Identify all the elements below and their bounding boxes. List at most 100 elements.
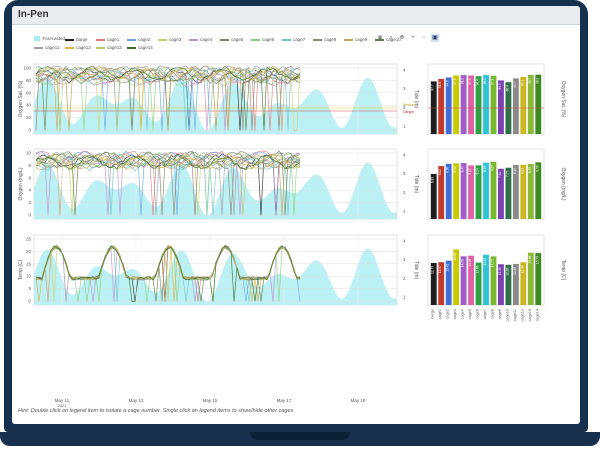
zoom-in-icon[interactable]: +	[411, 35, 415, 41]
legend-item-cage6[interactable]: cage6	[251, 36, 282, 44]
bar-cage1[interactable]	[438, 78, 445, 134]
bar-cage9[interactable]	[498, 264, 504, 305]
bar-cage9[interactable]	[498, 80, 504, 134]
bar-category-label: cage6	[476, 309, 480, 319]
bar-cage3[interactable]	[453, 249, 460, 305]
bar-cage14[interactable]	[535, 74, 542, 134]
legend-item-cage1[interactable]: cage1	[96, 36, 127, 44]
autoscale-icon[interactable]: ▣	[431, 34, 439, 42]
bar-cage4[interactable]	[460, 163, 467, 219]
bar-cage6[interactable]	[475, 165, 482, 219]
sensor-line	[35, 67, 301, 131]
bar-cage3[interactable]	[453, 163, 460, 219]
bar-value-label: 12.97	[438, 265, 442, 273]
tide-forecast-area	[34, 77, 397, 134]
bar-cage11[interactable]	[512, 78, 519, 134]
legend-label: cage10	[386, 37, 401, 43]
bar-cage10[interactable]	[505, 167, 512, 219]
bar-cage1[interactable]	[438, 166, 445, 219]
legend-item-cage7[interactable]: cage7	[282, 36, 313, 44]
camera-icon[interactable]: ◙	[378, 35, 382, 41]
tide-tick-label: 4	[403, 68, 406, 73]
y-tick-label: 4	[28, 188, 31, 193]
zoom-icon[interactable]: ⌕	[389, 35, 393, 41]
tide-tick-label: 1	[403, 209, 406, 214]
bar-value-label: 8.14	[476, 168, 480, 174]
bar-barge[interactable]	[430, 173, 437, 219]
bar-cage10[interactable]	[505, 264, 512, 305]
bar-cage7[interactable]	[483, 162, 489, 219]
bar-value-label: 8.21	[520, 168, 524, 174]
bar-cage5[interactable]	[468, 165, 474, 219]
bar-cage11[interactable]	[512, 164, 519, 219]
legend-item-cage11[interactable]: cage11	[34, 44, 65, 52]
legend-swatch	[127, 39, 136, 41]
y-tick-label: 15	[26, 261, 32, 266]
legend-item-barge[interactable]: barge	[65, 36, 96, 44]
bar-barge[interactable]	[430, 262, 437, 305]
bar-cage14[interactable]	[535, 162, 542, 219]
bar-value-label: 12.35	[498, 267, 502, 275]
bar-cage7[interactable]	[483, 254, 489, 305]
hint-text: Hint: Double click on legend item to iso…	[18, 408, 295, 414]
legend-item-cage3[interactable]: cage3	[158, 36, 189, 44]
legend-item-cage12[interactable]: cage12	[65, 44, 96, 52]
threshold-label-danger: Danger	[403, 110, 415, 114]
bar-value-label: 15.86	[528, 255, 532, 263]
bar-category-label: cage7	[483, 309, 487, 319]
bar-cage4[interactable]	[460, 256, 467, 305]
pan-icon[interactable]: ✥	[399, 35, 405, 41]
bar-cage12[interactable]	[520, 76, 527, 134]
bar-category-label: cage2	[446, 309, 450, 319]
sensor-line	[35, 65, 301, 131]
bar-cage6[interactable]	[475, 76, 482, 134]
sensor-line	[35, 71, 301, 131]
bar-cage5[interactable]	[468, 75, 474, 135]
bar-cage13[interactable]	[527, 74, 534, 134]
app-screen: In-Pen Forecasted barge cage1 cage2 cage3 cag…	[12, 6, 580, 424]
bar-category-label: cage3	[453, 309, 457, 319]
zoom-out-icon[interactable]: −	[422, 35, 426, 41]
bar-cage7[interactable]	[483, 75, 489, 134]
bar-cage11[interactable]	[512, 263, 519, 305]
bar-cage5[interactable]	[468, 255, 474, 305]
legend-item-cage9[interactable]: cage9	[344, 36, 375, 44]
legend-swatch	[65, 39, 74, 41]
bar-cage12[interactable]	[520, 164, 527, 219]
bar-cage2[interactable]	[445, 163, 452, 219]
chart-legend: Forecasted barge cage1 cage2 cage3 cage4 cage5…	[34, 34, 414, 52]
legend-item-cage13[interactable]: cage13	[96, 44, 127, 52]
legend-item-forecasted[interactable]: Forecasted	[34, 34, 65, 42]
bar-value-label: 98.9	[535, 77, 539, 83]
legend-item-cage5[interactable]: cage5	[220, 36, 251, 44]
bar-cage9[interactable]	[498, 168, 504, 219]
legend-swatch	[313, 39, 322, 41]
bar-cage13[interactable]	[527, 252, 534, 305]
bar-cage2[interactable]	[445, 260, 452, 305]
bar-cage2[interactable]	[445, 77, 452, 134]
legend-item-cage8[interactable]: cage8	[313, 36, 344, 44]
legend-swatch	[96, 39, 105, 41]
bar-cage8[interactable]	[490, 75, 497, 134]
bar-y-axis-label: Oxygen Sat. (%)	[560, 81, 566, 118]
legend-item-cage14[interactable]: cage14	[127, 44, 158, 52]
bar-cage6[interactable]	[475, 262, 482, 305]
bar-cage4[interactable]	[460, 75, 467, 134]
legend-item-cage2[interactable]: cage2	[127, 36, 158, 44]
bar-barge[interactable]	[430, 81, 437, 134]
bar-cage3[interactable]	[453, 75, 460, 135]
bar-value-label: 14.76	[461, 259, 465, 267]
bar-cage8[interactable]	[490, 161, 497, 219]
bar-cage12[interactable]	[520, 262, 527, 305]
bar-cage13[interactable]	[527, 164, 534, 219]
y-tick-label: 6	[28, 175, 31, 180]
bar-cage14[interactable]	[535, 253, 542, 305]
page-title: In-Pen	[18, 9, 49, 20]
sensor-line	[35, 65, 301, 131]
tide-axis-label: Tide (m)	[413, 261, 419, 280]
legend-item-cage10[interactable]: cage10	[375, 36, 406, 44]
legend-item-cage4[interactable]: cage4	[189, 36, 220, 44]
legend-label: barge	[76, 37, 88, 43]
bar-cage1[interactable]	[438, 262, 445, 305]
bar-cage8[interactable]	[490, 256, 497, 305]
